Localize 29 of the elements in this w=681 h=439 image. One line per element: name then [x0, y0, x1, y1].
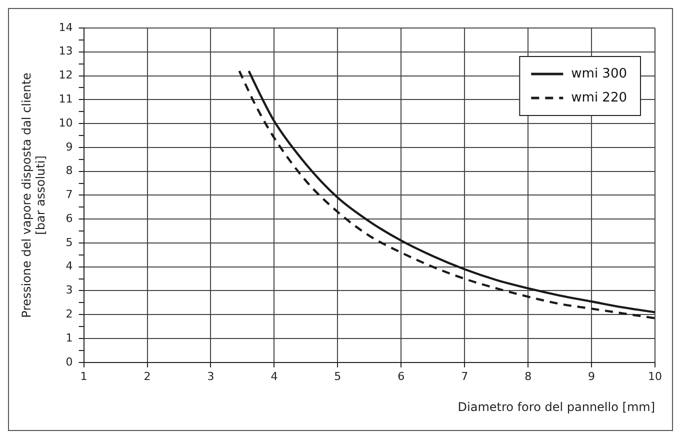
x-tick-label: 1	[80, 370, 88, 383]
y-tick-label: 0	[66, 355, 73, 368]
x-tick-label: 5	[334, 370, 342, 383]
y-tick-label: 7	[66, 188, 73, 202]
x-tick-label: 6	[398, 370, 405, 383]
x-tick-label: 8	[524, 370, 532, 383]
y-tick-label: 1	[66, 331, 73, 344]
y-tick-label: 12	[58, 68, 73, 82]
y-tick-label: 8	[66, 164, 73, 178]
y-tick-label: 14	[58, 20, 73, 34]
y-tick-label: 4	[66, 260, 73, 273]
y-tick-label: 5	[66, 236, 73, 249]
y-tick-label: 3	[66, 284, 73, 297]
y-tick-label: 13	[58, 44, 73, 58]
legend-label: wmi 300	[571, 66, 628, 82]
y-axis-title: Pressione del vapore disposta dal cliente [bar assoluti]	[19, 72, 48, 318]
y-tick-label: 11	[58, 92, 73, 106]
x-tick-label: 3	[207, 370, 214, 383]
x-tick-label: 7	[461, 370, 468, 383]
y-tick-label: 2	[66, 307, 73, 320]
legend-label: wmi 220	[571, 90, 628, 106]
x-tick-label: 2	[144, 370, 151, 383]
x-tick-label: 9	[588, 370, 596, 383]
y-tick-label: 6	[66, 212, 73, 225]
y-tick-label: 9	[66, 140, 73, 154]
x-axis-title: Diametro foro del pannello [mm]	[458, 400, 655, 414]
y-tick-label: 10	[58, 116, 73, 130]
x-tick-label: 10	[648, 370, 662, 383]
x-tick-label: 4	[270, 370, 278, 383]
